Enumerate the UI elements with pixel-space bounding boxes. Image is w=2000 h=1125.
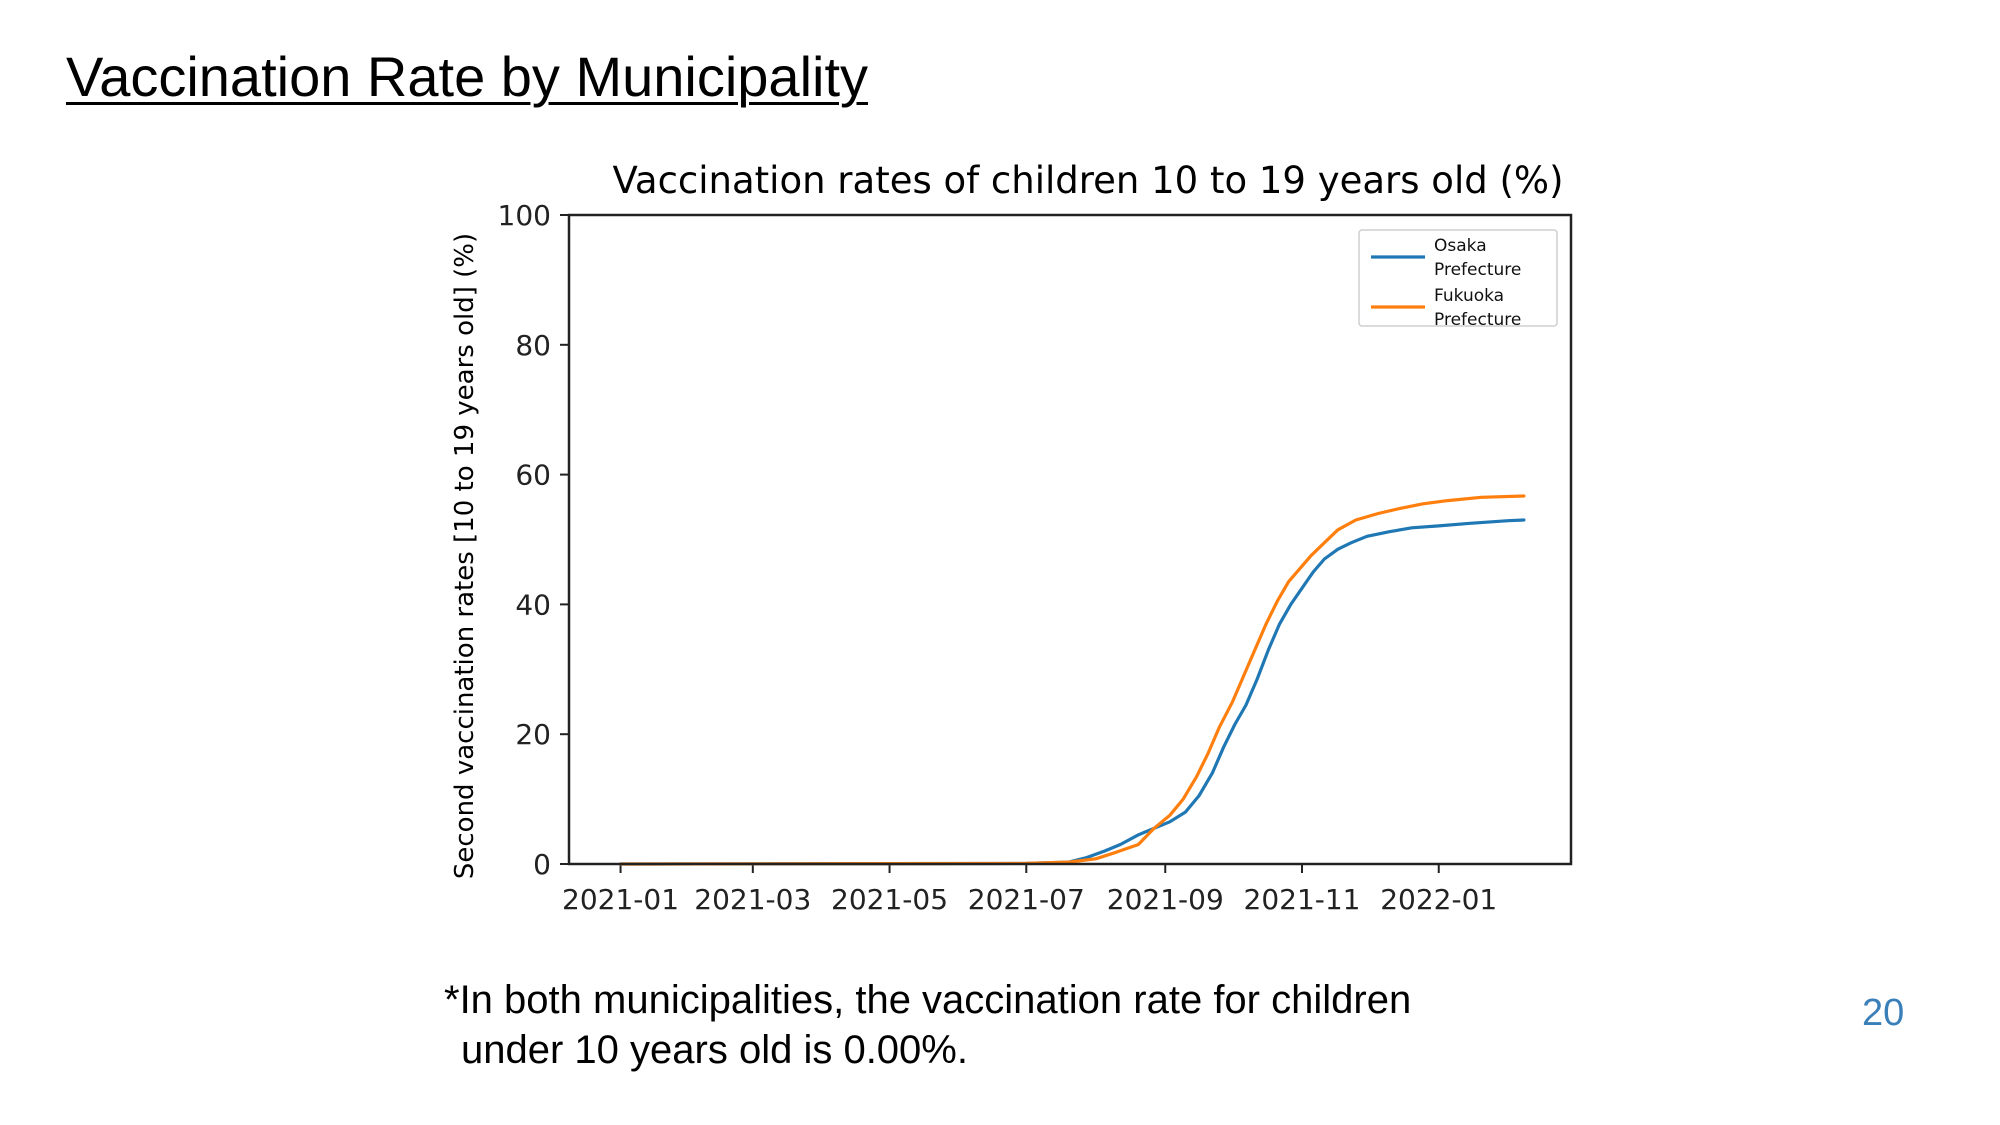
legend-label: Osaka Prefecture — [1434, 236, 1521, 280]
y-axis-label: Second vaccination rates [10 to 19 years… — [450, 233, 480, 879]
x-tick-label: 2022-01 — [1380, 883, 1497, 916]
series-line-1 — [618, 518, 1526, 866]
x-tick-label: 2021-01 — [562, 883, 679, 916]
footnote-line-2: under 10 years old is 0.00%. — [461, 1028, 968, 1072]
x-tick-label: 2021-11 — [1244, 883, 1361, 916]
footnote-line-1: *In both municipalities, the vaccination… — [444, 978, 1412, 1022]
y-tick-label: 20 — [515, 718, 551, 751]
page-number: 20 — [1862, 992, 1905, 1034]
y-tick-label: 60 — [515, 459, 551, 492]
legend-label: Fukuoka Prefecture — [1434, 286, 1521, 330]
y-tick-label: 40 — [515, 588, 551, 621]
y-tick-label: 100 — [498, 199, 551, 232]
chart-title: Vaccination rates of children 10 to 19 y… — [612, 159, 1563, 202]
x-tick-label: 2021-07 — [968, 883, 1085, 916]
x-tick-label: 2021-05 — [831, 883, 948, 916]
series-line-2 — [618, 494, 1526, 866]
y-tick-label: 0 — [533, 848, 551, 881]
y-tick-label: 80 — [515, 329, 551, 362]
x-tick-label: 2021-09 — [1107, 883, 1224, 916]
footnote: *In both municipalities, the vaccination… — [444, 975, 1411, 1075]
plot-frame — [567, 213, 1573, 866]
x-tick-label: 2021-03 — [694, 883, 811, 916]
legend-box — [1358, 229, 1558, 327]
legend: Osaka Prefecture Fukuoka Prefecture — [1358, 229, 1558, 330]
slide-title: Vaccination Rate by Municipality — [66, 45, 869, 108]
plot-area: 0 20 40 60 80 100 2021-01 2021-03 2021-05 2021-07… — [498, 199, 1526, 916]
